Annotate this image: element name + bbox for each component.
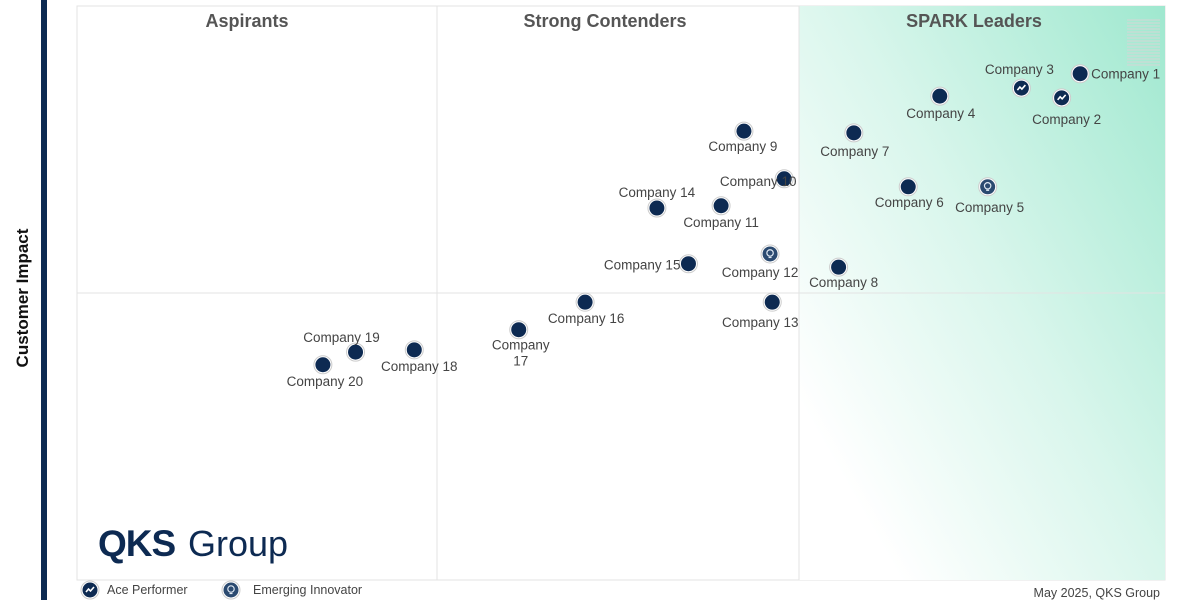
point-label: Company 1 bbox=[1091, 67, 1160, 82]
legend-ace-icon bbox=[80, 580, 100, 600]
point-label: Company 12 bbox=[722, 265, 799, 280]
point-label: Company 3 bbox=[985, 62, 1054, 77]
point-label: Company 4 bbox=[906, 106, 976, 121]
point-label: Company 11 bbox=[683, 215, 759, 230]
point-marker bbox=[980, 179, 996, 195]
data-point: Company 14 bbox=[619, 185, 696, 218]
data-point: Company 20 bbox=[287, 355, 364, 389]
data-point: Company 1 bbox=[1070, 64, 1160, 84]
bulb-icon bbox=[227, 585, 235, 593]
data-point: Company 11 bbox=[683, 196, 759, 230]
point-marker bbox=[649, 200, 665, 216]
point-label: Company 7 bbox=[820, 144, 889, 159]
point-marker bbox=[1072, 66, 1088, 82]
point-label: Company 10 bbox=[720, 174, 797, 189]
logo-qks: QKS bbox=[98, 523, 176, 564]
data-point: Company 12 bbox=[722, 244, 799, 280]
data-point: Company 8 bbox=[809, 257, 878, 290]
point-marker bbox=[511, 322, 527, 338]
point-marker bbox=[846, 125, 862, 141]
data-point: Company 17 bbox=[492, 320, 550, 369]
quadrant-strong-contenders: Strong Contenders bbox=[523, 11, 686, 31]
bulb-icon bbox=[766, 249, 774, 257]
data-point: Company 13 bbox=[722, 292, 799, 330]
point-marker bbox=[577, 294, 593, 310]
legend: Ace Performer Emerging Innovator bbox=[80, 580, 362, 600]
point-marker bbox=[315, 357, 331, 373]
data-point: Company 16 bbox=[548, 292, 625, 326]
point-label: Company 17 bbox=[492, 338, 550, 369]
point-marker bbox=[776, 171, 792, 187]
point-label: Company 20 bbox=[287, 374, 364, 389]
points-layer: Company 1 Company 2 Company 3 Company 4 Comp… bbox=[287, 62, 1161, 389]
point-marker bbox=[762, 246, 778, 262]
data-point: Company 19 bbox=[303, 330, 380, 362]
point-marker bbox=[348, 344, 364, 360]
footer-credit: May 2025, QKS Group bbox=[1034, 586, 1161, 600]
logo-group: Group bbox=[188, 523, 288, 564]
axis-bar bbox=[41, 0, 47, 600]
point-label: Company 15 bbox=[604, 258, 681, 273]
legend-ace-label: Ace Performer bbox=[107, 583, 188, 597]
point-label: Company 2 bbox=[1032, 112, 1101, 127]
point-marker bbox=[900, 179, 916, 195]
watermark bbox=[1127, 19, 1160, 66]
point-marker bbox=[406, 342, 422, 358]
trend-icon bbox=[1057, 94, 1067, 101]
bulb-icon bbox=[983, 182, 992, 190]
data-point: Company 9 bbox=[708, 121, 777, 154]
point-marker bbox=[764, 294, 780, 310]
quadrant-aspirants: Aspirants bbox=[205, 11, 288, 31]
point-marker bbox=[680, 256, 696, 272]
point-label: Company 9 bbox=[708, 139, 777, 154]
legend-innovator-label: Emerging Innovator bbox=[253, 583, 362, 597]
point-marker bbox=[713, 198, 729, 214]
point-label: Company 19 bbox=[303, 330, 380, 345]
point-label: Company 5 bbox=[955, 200, 1024, 215]
trend-icon bbox=[1016, 84, 1026, 91]
data-point: Company 4 bbox=[906, 86, 976, 121]
point-label: Company 6 bbox=[875, 195, 944, 210]
point-marker bbox=[736, 123, 752, 139]
point-label: Company 8 bbox=[809, 275, 878, 290]
data-point: Company 2 bbox=[1032, 88, 1101, 127]
data-point: Company 10 bbox=[720, 169, 797, 189]
data-point: Company 6 bbox=[875, 177, 944, 210]
quadrant-spark-leaders: SPARK Leaders bbox=[906, 11, 1042, 31]
point-label: Company 13 bbox=[722, 315, 799, 330]
point-marker bbox=[932, 88, 948, 104]
legend-marker bbox=[223, 582, 239, 598]
point-label: Company 18 bbox=[381, 359, 458, 374]
data-point: Company 3 bbox=[985, 62, 1054, 98]
legend-innovator-icon bbox=[221, 580, 241, 600]
data-point: Company 18 bbox=[381, 340, 458, 374]
data-point: Company 15 bbox=[604, 254, 698, 274]
trend-icon bbox=[85, 586, 95, 593]
point-marker bbox=[831, 259, 847, 275]
point-label: Company 14 bbox=[619, 185, 696, 200]
data-point: Company 7 bbox=[820, 123, 889, 159]
point-label: Company 16 bbox=[548, 311, 625, 326]
y-axis-label: Customer Impact bbox=[13, 228, 32, 367]
data-point: Company 5 bbox=[955, 177, 1024, 215]
